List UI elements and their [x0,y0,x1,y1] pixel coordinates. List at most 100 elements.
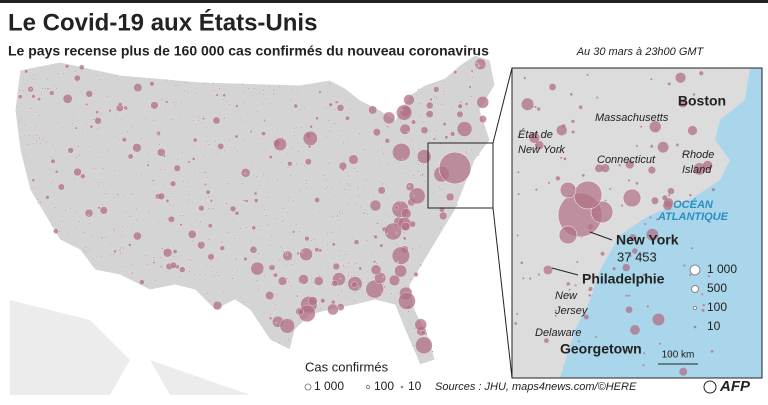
case-bubble [563,157,567,161]
case-bubble [416,159,419,162]
case-bubble [296,251,300,256]
case-bubble [392,143,411,162]
case-bubble [249,131,252,134]
case-bubble [274,303,277,306]
case-bubble [384,213,387,215]
case-bubble [135,208,138,210]
case-bubble [433,86,440,93]
case-bubble [67,232,70,235]
case-bubble [618,164,621,167]
case-bubble [146,163,150,167]
case-bubble [64,64,70,69]
case-bubble [399,123,411,135]
case-bubble [438,186,441,189]
case-bubble [691,247,694,250]
case-bubble [417,163,420,166]
case-bubble [133,231,142,241]
case-bubble [622,263,630,272]
case-bubble [247,87,250,90]
case-bubble [88,222,91,225]
case-bubble [342,264,345,267]
case-bubble [414,318,427,331]
case-bubble [206,176,209,179]
case-bubble [476,62,478,64]
case-bubble [343,266,346,269]
case-bubble [85,123,88,126]
case-bubble [559,181,577,199]
case-bubble [667,82,671,86]
case-bubble [315,116,319,120]
case-bubble [625,294,628,297]
case-bubble [402,231,405,234]
case-bubble [372,276,375,279]
case-bubble [384,138,390,144]
case-bubble [534,105,537,108]
case-bubble [543,338,549,344]
case-bubble [364,208,367,211]
case-bubble [121,265,124,268]
case-bubble [217,274,220,277]
case-bubble [464,102,469,106]
case-bubble [437,126,440,129]
case-bubble [272,88,275,91]
case-bubble [96,74,99,77]
case-bubble [139,279,145,285]
case-bubble [207,143,210,146]
case-bubble [707,275,710,278]
case-bubble [657,141,669,153]
case-bubble [149,212,152,215]
case-bubble [203,155,206,158]
case-bubble [179,214,182,217]
case-bubble [197,115,200,118]
case-bubble [187,160,191,164]
case-bubble [151,274,153,277]
case-bubble [531,105,534,108]
case-bubble [338,210,341,213]
case-bubble [215,93,219,97]
case-bubble [244,172,247,175]
case-bubble [257,252,260,255]
case-bubble [83,249,86,252]
case-bubble [214,140,217,143]
case-bubble [131,271,134,275]
case-bubble [578,105,583,109]
case-bubble [394,264,407,278]
case-bubble [190,259,193,262]
case-bubble [241,182,244,185]
case-bubble [99,78,102,81]
case-bubble [191,240,194,242]
case-bubble [330,283,333,286]
case-bubble [346,203,349,206]
case-bubble [281,220,284,223]
case-bubble [179,223,183,227]
case-bubble [383,285,387,289]
case-bubble [52,189,55,191]
case-bubble [279,246,282,249]
case-bubble [191,157,196,161]
case-bubble [387,162,390,165]
case-bubble [246,112,249,115]
case-bubble [234,134,239,139]
case-bubble [377,186,386,195]
case-bubble [394,205,399,210]
case-bubble [440,188,443,191]
case-bubble [84,208,94,218]
case-bubble [268,314,271,317]
case-bubble [48,87,51,90]
case-bubble [468,85,472,89]
case-bubble [100,121,103,124]
case-bubble [285,259,288,262]
case-bubble [207,238,210,241]
case-bubble [55,87,58,90]
case-bubble [362,119,365,121]
case-bubble [209,107,212,110]
case-bubble [188,258,190,261]
case-bubble [118,249,121,252]
case-bubble [693,162,706,175]
case-bubble [209,199,213,203]
case-bubble [149,81,155,87]
case-bubble [588,294,592,297]
case-bubble [236,269,239,272]
case-bubble [442,93,445,96]
